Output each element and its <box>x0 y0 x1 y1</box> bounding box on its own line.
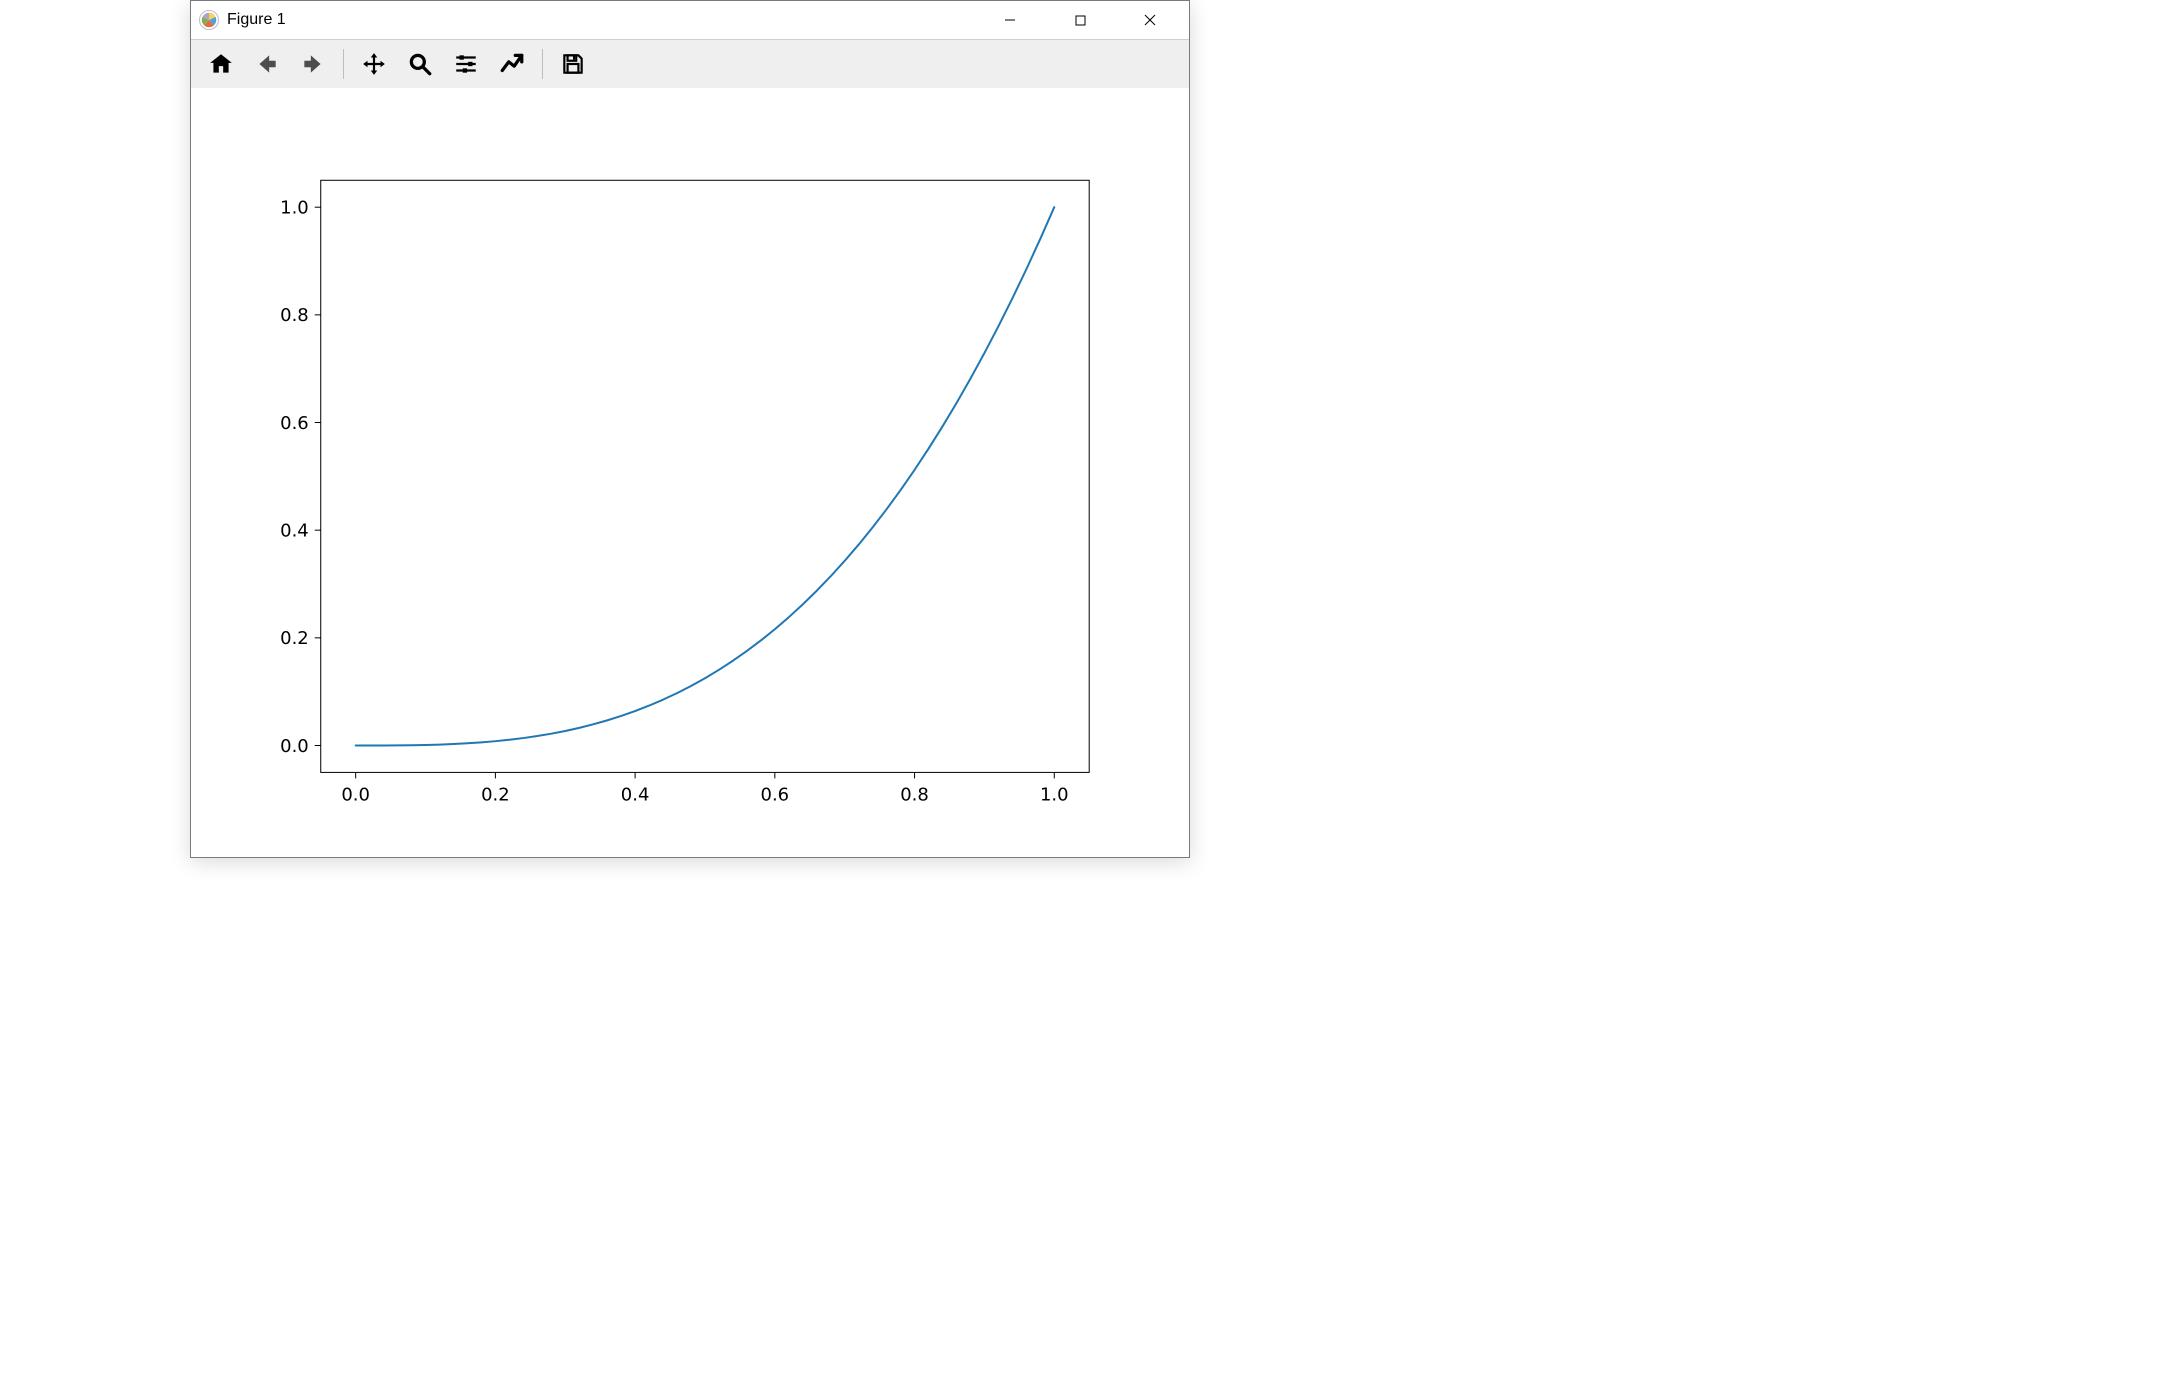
forward-icon <box>300 51 326 77</box>
home-icon <box>208 51 234 77</box>
ytick-label: 0.0 <box>280 736 309 757</box>
ytick-label: 0.4 <box>280 520 309 541</box>
ytick-label: 0.8 <box>280 305 309 326</box>
figure-canvas[interactable]: 0.0 0.2 0.4 0.6 0.8 1.0 0.0 0.2 0.4 0.6 0.8 1.0 <box>191 88 1189 857</box>
home-button[interactable] <box>199 44 243 84</box>
toolbar-separator <box>343 49 344 79</box>
xtick-label: 0.6 <box>761 784 790 805</box>
edit-axis-button[interactable] <box>490 44 534 84</box>
save-button[interactable] <box>551 44 595 84</box>
chart-line-icon <box>499 51 525 77</box>
titlebar: Figure 1 <box>191 1 1189 39</box>
ytick-label: 0.2 <box>280 628 309 649</box>
figure-window: Figure 1 <box>190 0 1190 858</box>
pan-icon <box>361 51 387 77</box>
sliders-icon <box>453 51 479 77</box>
forward-button[interactable] <box>291 44 335 84</box>
ytick-label: 1.0 <box>280 197 309 218</box>
ytick-label: 0.6 <box>280 413 309 434</box>
close-icon <box>1144 14 1156 26</box>
xtick-label: 0.0 <box>341 784 370 805</box>
back-button[interactable] <box>245 44 289 84</box>
minimize-button[interactable] <box>975 1 1045 39</box>
xtick-label: 0.8 <box>900 784 929 805</box>
minimize-icon <box>1004 14 1016 26</box>
xtick-label: 1.0 <box>1040 784 1069 805</box>
pan-button[interactable] <box>352 44 396 84</box>
xtick-label: 0.4 <box>621 784 650 805</box>
maximize-icon <box>1075 15 1086 26</box>
maximize-button[interactable] <box>1045 1 1115 39</box>
zoom-button[interactable] <box>398 44 442 84</box>
close-button[interactable] <box>1115 1 1185 39</box>
configure-subplots-button[interactable] <box>444 44 488 84</box>
plot-svg: 0.0 0.2 0.4 0.6 0.8 1.0 0.0 0.2 0.4 0.6 0.8 1.0 <box>191 88 1189 857</box>
back-icon <box>254 51 280 77</box>
save-icon <box>560 51 586 77</box>
window-controls <box>975 1 1185 39</box>
titlebar-left: Figure 1 <box>199 10 286 30</box>
matplotlib-icon <box>199 10 219 30</box>
xtick-label: 0.2 <box>481 784 510 805</box>
toolbar-separator <box>542 49 543 79</box>
zoom-icon <box>407 51 433 77</box>
toolbar <box>191 39 1189 89</box>
window-title: Figure 1 <box>227 11 286 29</box>
page-root: Figure 1 <box>0 0 2165 1384</box>
